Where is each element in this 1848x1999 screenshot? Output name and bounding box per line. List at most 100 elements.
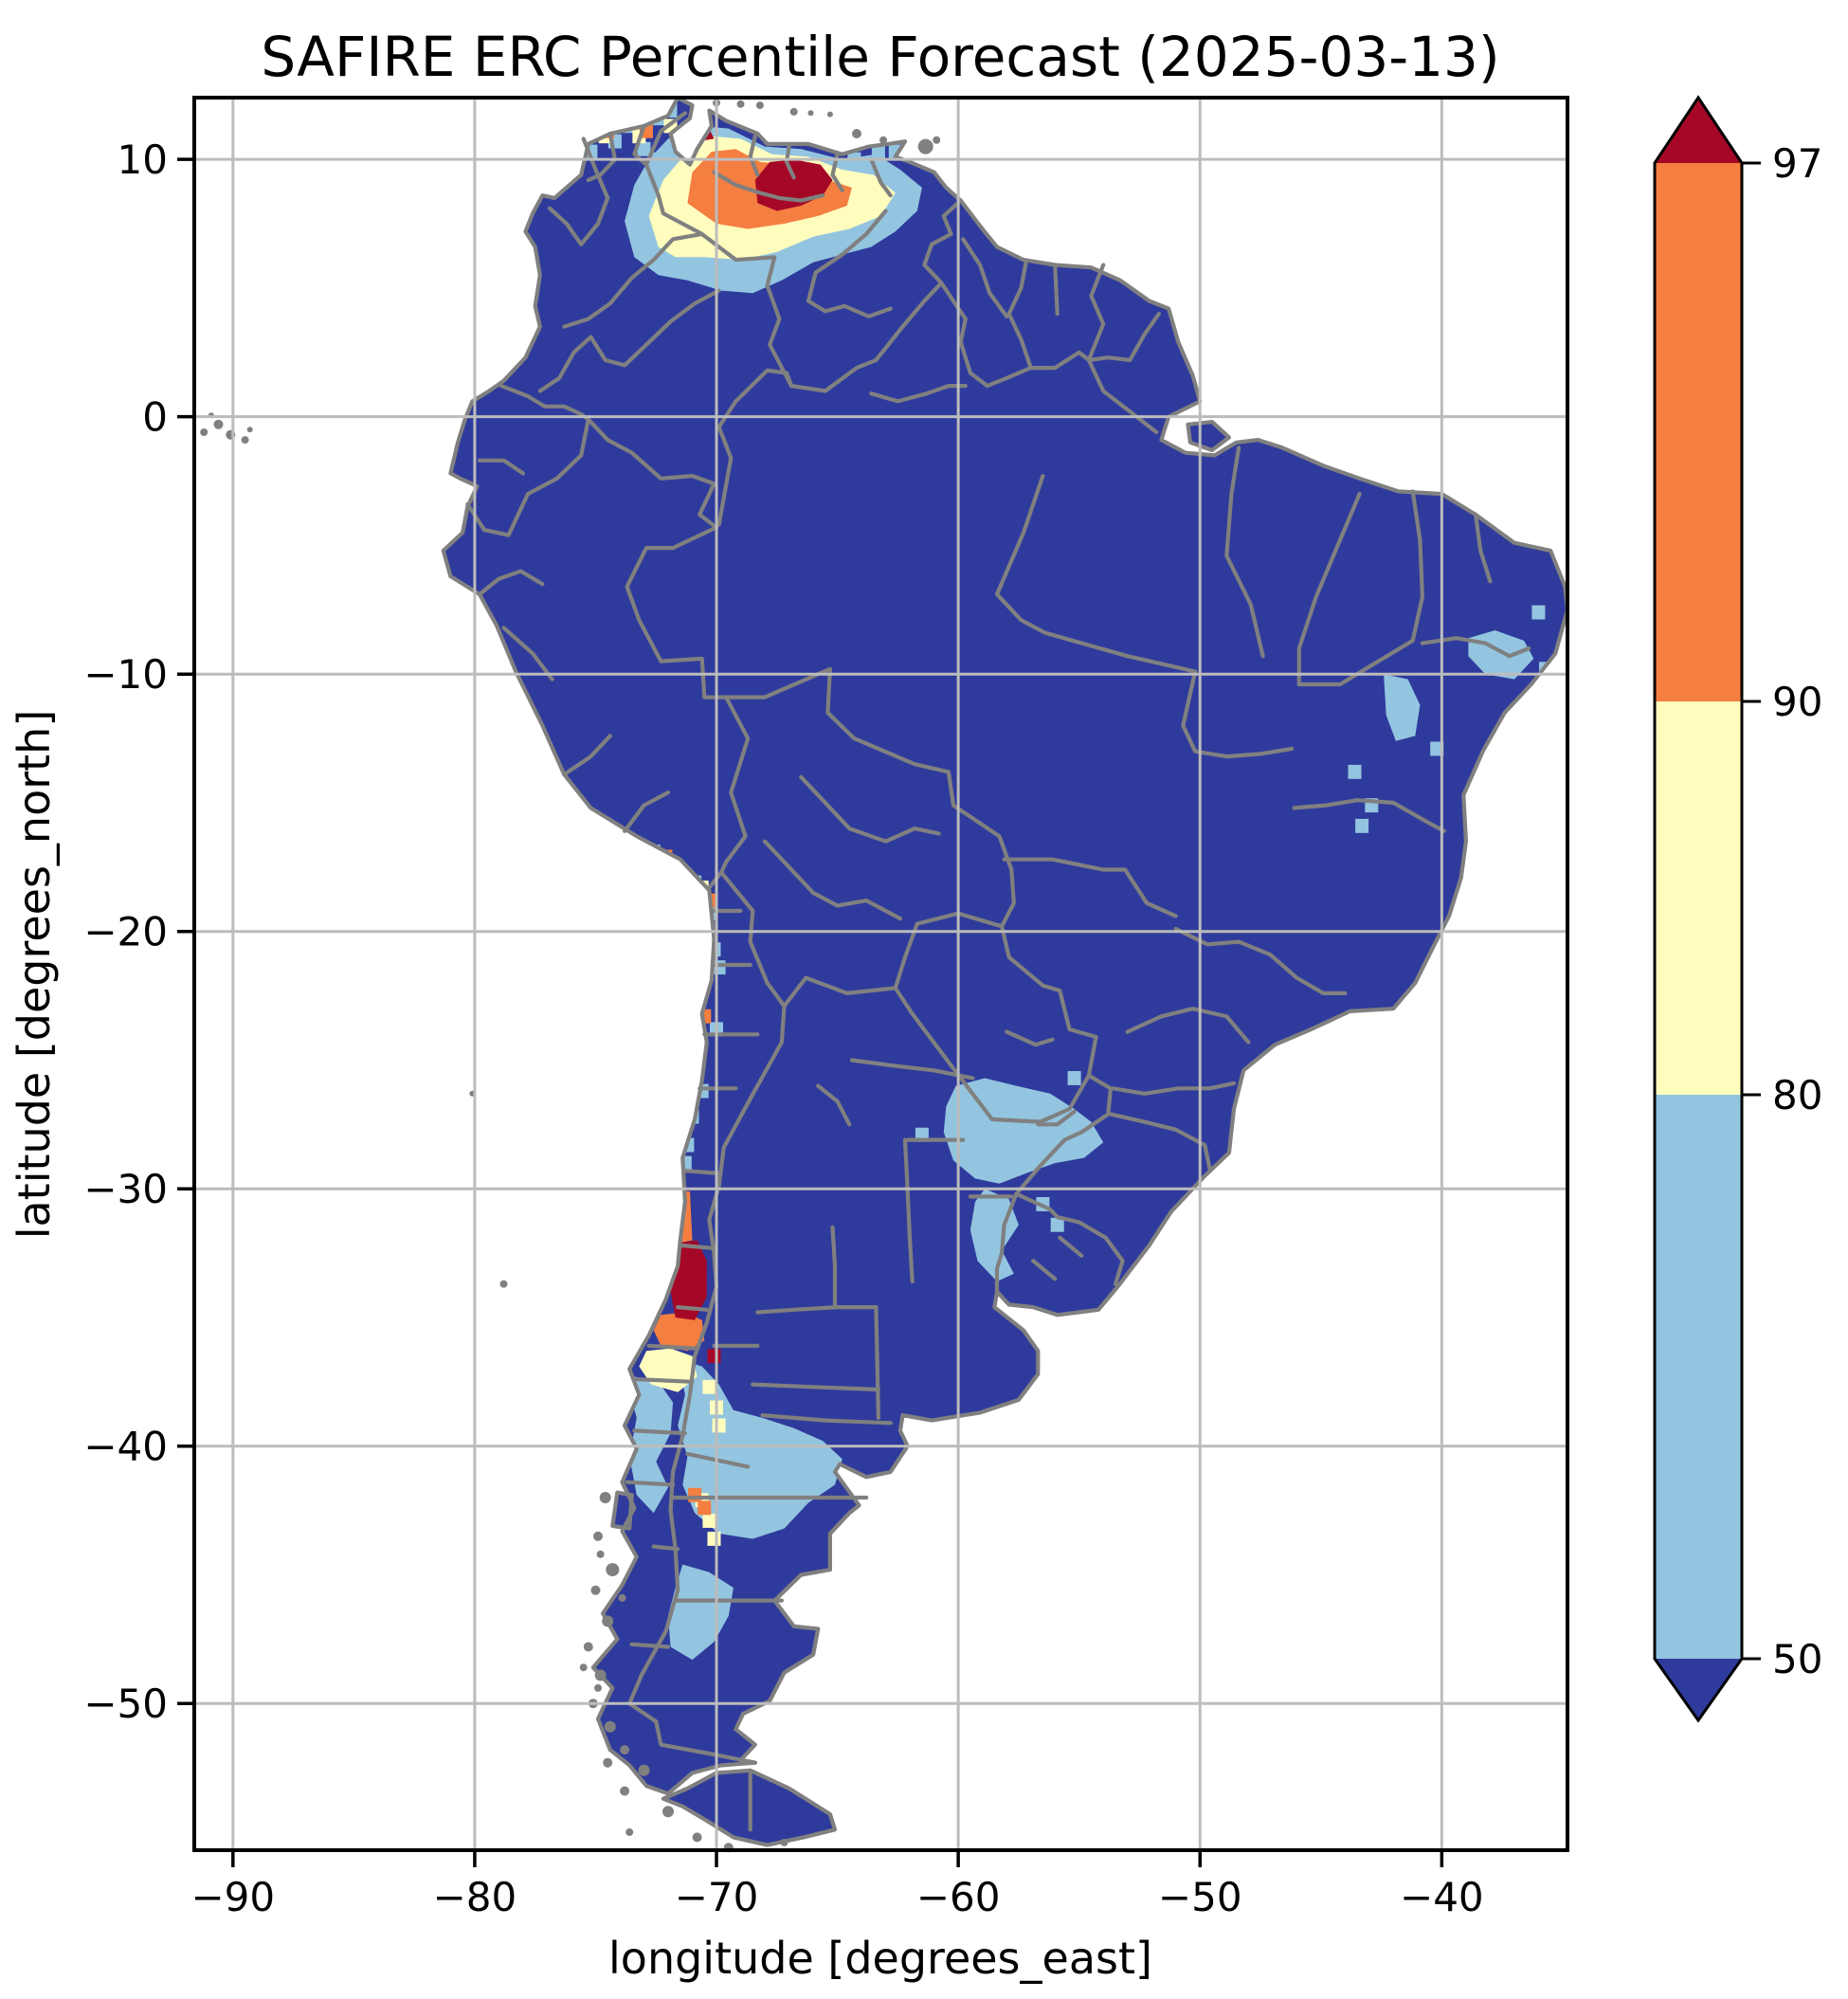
admin-border [622, 790, 671, 833]
island-dot [620, 1745, 630, 1755]
admin-border [782, 975, 897, 1009]
admin-border [751, 1382, 881, 1392]
admin-border [537, 288, 721, 393]
island-dot [606, 1563, 620, 1577]
admin-border [629, 1642, 671, 1649]
figure-title: SAFIRE ERC Percentile Forecast (2025-03-… [261, 25, 1499, 89]
island-dot [241, 436, 249, 445]
y-tick-label: −40 [83, 1424, 168, 1470]
colorbar-tick-label: 90 [1772, 679, 1822, 725]
coastline-chiloe [610, 1490, 634, 1531]
x-tick-label: −70 [675, 1874, 759, 1920]
x-tick-label: −50 [1158, 1874, 1242, 1920]
gridlines [194, 98, 1567, 1850]
admin-border [712, 170, 825, 203]
admin-border [1125, 1007, 1251, 1045]
x-tick-label: −80 [433, 1874, 517, 1920]
admin-border [1005, 1029, 1055, 1047]
y-tick-label: 10 [118, 136, 168, 183]
island-dot [579, 1663, 588, 1672]
percentile-cell-p50_80 [591, 118, 605, 134]
island-dot [692, 1832, 702, 1843]
island-dot [625, 1828, 634, 1836]
admin-border [893, 911, 1005, 990]
admin-border [501, 626, 554, 681]
admin-border [646, 1343, 698, 1351]
coastline-continent [441, 95, 1570, 1796]
y-tick-label: −20 [83, 909, 168, 955]
island-dot [603, 1757, 613, 1768]
admin-border [1053, 263, 1060, 317]
admin-border [1036, 1109, 1077, 1127]
admin-border [1002, 857, 1178, 918]
admin-border [1111, 1081, 1237, 1096]
admin-border [994, 1191, 1019, 1294]
percentile-cell-p50_80 [1050, 1217, 1064, 1232]
island-dot [662, 1806, 674, 1818]
admin-border [1006, 260, 1033, 371]
percentile-cell-p80_90 [712, 1418, 726, 1433]
admin-border [1058, 1235, 1084, 1258]
admin-border [1473, 512, 1493, 584]
island-dot [736, 100, 745, 108]
admin-border [562, 231, 704, 329]
island-dot [879, 136, 888, 144]
island-dot [590, 1585, 601, 1595]
admin-border [762, 839, 903, 921]
island-dot [755, 101, 764, 110]
admin-border [922, 198, 963, 285]
admin-border [1014, 1073, 1114, 1196]
admin-border [816, 1083, 852, 1127]
island-dot [780, 1838, 788, 1846]
admin-border [1181, 669, 1295, 759]
admin-border [625, 1480, 676, 1487]
percentile-cell-gt97 [707, 1349, 721, 1364]
percentile-patch-p50_80 [1384, 674, 1421, 741]
admin-border [547, 136, 610, 246]
island-dots [200, 99, 941, 1853]
admin-border [806, 209, 893, 318]
island-dot [596, 1550, 605, 1558]
percentile-cell-p90_97 [688, 1487, 702, 1502]
admin-border [678, 1243, 715, 1250]
colorbar-band-50-80 [1655, 1095, 1742, 1659]
admin-border [1031, 1259, 1058, 1281]
admin-border [676, 1304, 709, 1312]
admin-border [1086, 263, 1106, 362]
x-tick-label: −60 [916, 1874, 1001, 1920]
x-axis-label: longitude [degrees_east] [608, 1933, 1152, 1984]
island-dot [213, 419, 224, 429]
colorbar-tick-label: 97 [1772, 140, 1822, 187]
land-layer [443, 98, 1567, 1845]
admin-border [760, 1412, 893, 1426]
percentile-cell-p50_80 [1067, 1071, 1081, 1085]
admin-border [1296, 491, 1362, 687]
admin-border [830, 1225, 838, 1310]
percentile-cell-p50_80 [871, 144, 885, 159]
percentile-cell-p80_90 [702, 1514, 716, 1528]
land-marajo [1187, 422, 1229, 450]
admin-border [1086, 357, 1159, 435]
island-dot [807, 110, 814, 117]
admin-border [799, 774, 941, 844]
y-tick-label: −50 [83, 1681, 168, 1727]
y-tick-label: −30 [83, 1166, 168, 1212]
coastline-tierra_del_fuego [661, 1768, 838, 1847]
island-dot [933, 136, 941, 144]
admin-border [874, 1304, 881, 1421]
admin-border [634, 1376, 695, 1384]
percentile-cell-p80_90 [707, 1532, 721, 1546]
admin-border [994, 474, 1198, 674]
admin-border [716, 368, 794, 527]
admin-border [869, 157, 893, 198]
island-dot [602, 1615, 614, 1627]
percentile-cell-p50_80 [1531, 605, 1546, 620]
admin-border [498, 384, 590, 422]
admin-border [586, 417, 719, 530]
colorbar-extend-above [1655, 98, 1742, 163]
admin-border [849, 1058, 975, 1081]
admin-border [989, 1073, 1092, 1124]
island-dot [789, 107, 798, 116]
percentile-cell-p80_90 [702, 1379, 716, 1394]
